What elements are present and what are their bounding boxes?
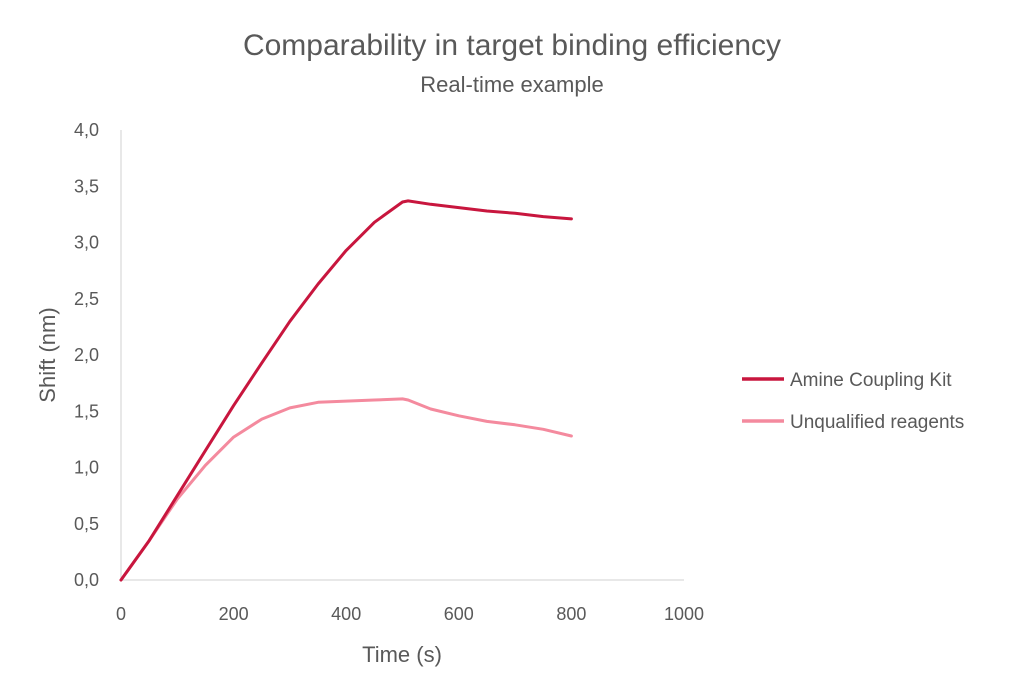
y-tick-label: 2,5	[74, 289, 99, 309]
legend: Amine Coupling Kit Unqualified reagents	[742, 370, 964, 433]
y-tick-label: 0,5	[74, 514, 99, 534]
x-axis-label: Time (s)	[362, 642, 442, 667]
chart-subtitle: Real-time example	[420, 72, 603, 97]
series-lines	[119, 199, 573, 582]
y-tick-label: 3,0	[74, 233, 99, 253]
y-tick-label: 2,0	[74, 345, 99, 365]
series-line-2	[119, 397, 573, 582]
y-axis-label: Shift (nm)	[35, 307, 60, 402]
y-tick-label: 0,0	[74, 570, 99, 590]
y-tick-label: 1,0	[74, 458, 99, 478]
y-tick-labels: 0,0 0,5 1,0 1,5 2,0 2,5 3,0 3,5 4,0	[74, 120, 99, 590]
x-tick-label: 200	[219, 604, 249, 624]
legend-label-1: Amine Coupling Kit	[790, 370, 952, 391]
x-tick-labels: 0 200 400 600 800 1000	[116, 604, 704, 624]
chart-title: Comparability in target binding efficien…	[243, 29, 781, 62]
legend-label-2: Unqualified reagents	[790, 412, 964, 433]
x-tick-label: 800	[556, 604, 586, 624]
x-tick-label: 600	[444, 604, 474, 624]
y-tick-label: 3,5	[74, 176, 99, 196]
series-line-1	[119, 199, 573, 582]
y-tick-label: 4,0	[74, 120, 99, 140]
x-tick-label: 0	[116, 604, 126, 624]
x-tick-label: 1000	[664, 604, 704, 624]
x-tick-label: 400	[331, 604, 361, 624]
y-tick-label: 1,5	[74, 401, 99, 421]
